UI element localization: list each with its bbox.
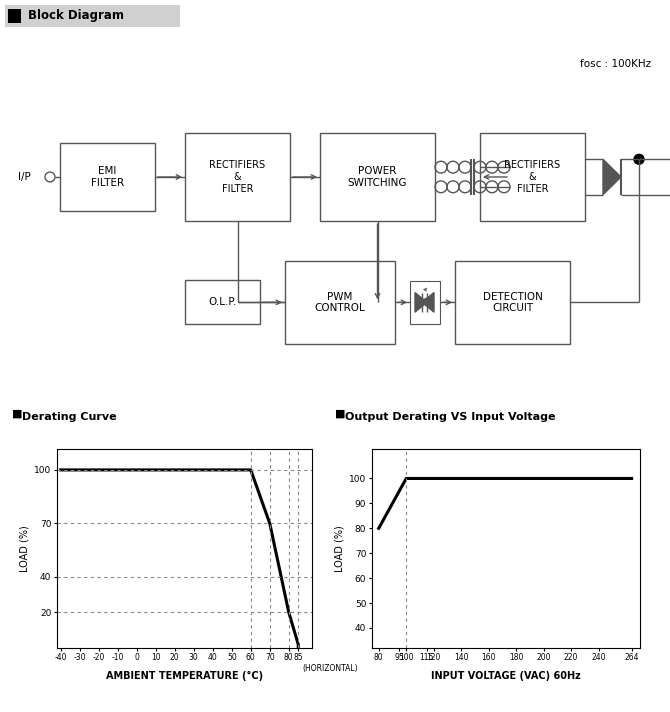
Bar [320, 132, 435, 221]
Text: ■: ■ [12, 409, 23, 419]
Text: DETECTION
CIRCUIT: DETECTION CIRCUIT [482, 291, 543, 313]
Text: EMI
FILTER: EMI FILTER [91, 166, 124, 188]
Polygon shape [422, 293, 434, 312]
Bar [480, 132, 585, 221]
Bar [8, 9, 21, 23]
Bar [285, 261, 395, 344]
Bar [5, 5, 180, 26]
X-axis label: INPUT VOLTAGE (VAC) 60Hz: INPUT VOLTAGE (VAC) 60Hz [431, 671, 581, 681]
Text: fosc : 100KHz: fosc : 100KHz [580, 59, 651, 69]
Bar [60, 142, 155, 211]
Text: I/P: I/P [18, 172, 31, 182]
Text: O.L.P.: O.L.P. [208, 298, 237, 308]
Text: RECTIFIERS
&
FILTER: RECTIFIERS & FILTER [505, 160, 561, 194]
Polygon shape [415, 293, 427, 312]
Bar [185, 132, 290, 221]
Bar [455, 261, 570, 344]
Text: Derating Curve: Derating Curve [22, 412, 117, 422]
Polygon shape [603, 159, 621, 194]
Text: PWM
CONTROL: PWM CONTROL [315, 291, 365, 313]
Text: (HORIZONTAL): (HORIZONTAL) [302, 664, 358, 673]
Bar [185, 281, 260, 325]
Y-axis label: LOAD (%): LOAD (%) [20, 525, 30, 572]
Text: POWER
SWITCHING: POWER SWITCHING [348, 166, 407, 188]
Text: RECTIFIERS
&
FILTER: RECTIFIERS & FILTER [210, 160, 265, 194]
X-axis label: AMBIENT TEMPERATURE (°C): AMBIENT TEMPERATURE (°C) [106, 671, 263, 681]
Text: Block Diagram: Block Diagram [28, 9, 124, 22]
Y-axis label: LOAD (%): LOAD (%) [335, 525, 345, 572]
Circle shape [634, 155, 644, 164]
Bar [410, 281, 440, 324]
Text: Output Derating VS Input Voltage: Output Derating VS Input Voltage [345, 412, 555, 422]
Text: ■: ■ [335, 409, 346, 419]
